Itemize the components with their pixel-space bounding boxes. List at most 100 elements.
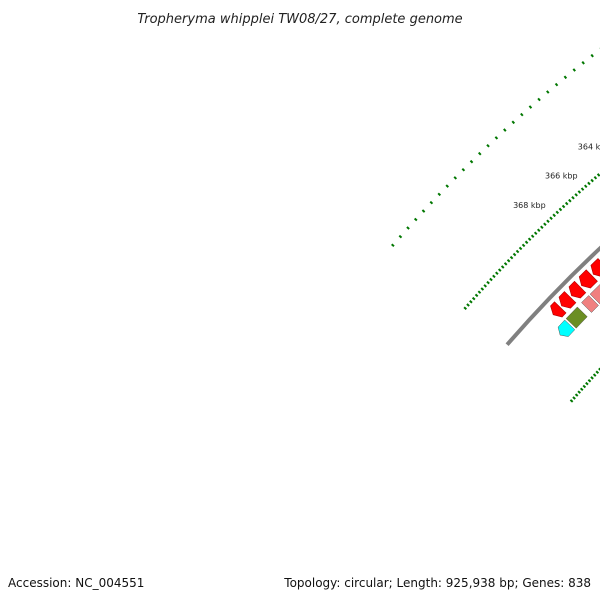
tick-mark — [500, 265, 505, 269]
tick-mark — [561, 204, 566, 209]
outer-tick-mark — [590, 53, 594, 58]
tick-mark — [555, 210, 560, 215]
forward-cds-arrow[interactable] — [558, 291, 577, 309]
outer-tick-mark — [469, 159, 474, 164]
tick-mark — [533, 231, 538, 236]
tick-mark — [540, 225, 544, 229]
tick-mark — [580, 187, 585, 191]
outer-tick-mark — [429, 200, 434, 205]
inner-tick-mark — [595, 370, 600, 374]
inner-tick-mark — [582, 384, 587, 389]
outer-tick-mark — [486, 143, 490, 148]
tick-mark — [471, 296, 476, 301]
tick-mark — [527, 237, 532, 242]
outer-tick-mark — [581, 61, 585, 65]
genome-summary-text: Topology: circular; Length: 925,938 bp; … — [283, 576, 591, 590]
tick-mark — [506, 258, 511, 263]
outer-tick-mark — [421, 209, 426, 213]
tick-mark — [530, 234, 535, 239]
tick-label: 366 kbp — [545, 171, 578, 180]
tick-mark — [489, 277, 493, 282]
tick-label: 368 kbp — [513, 201, 546, 210]
tick-mark — [587, 181, 591, 186]
map-title: Tropheryma whipplei TW08/27, complete ge… — [137, 12, 462, 27]
tick-mark — [583, 184, 588, 189]
extra-feature-bar[interactable] — [557, 319, 576, 337]
outer-tick-mark — [511, 120, 516, 125]
outer-tick-mark — [537, 97, 541, 102]
outer-tick-mark — [572, 68, 576, 72]
tick-mark — [524, 240, 529, 245]
tick-layer — [391, 47, 600, 403]
forward-cds-layer — [550, 258, 600, 318]
tick-mark — [512, 252, 517, 257]
tick-mark — [590, 178, 594, 183]
forward-cds-arrow[interactable] — [578, 269, 598, 289]
outer-tick-mark — [413, 217, 418, 222]
inner-tick-mark — [579, 387, 584, 392]
tick-mark — [480, 287, 485, 291]
outer-tick-mark — [528, 105, 533, 109]
inner-tick-mark — [585, 381, 589, 386]
outer-tick-mark — [461, 167, 466, 172]
outer-tick-mark — [554, 82, 559, 87]
outer-tick-mark — [477, 151, 482, 156]
outer-tick-mark — [520, 112, 524, 117]
inner-tick-mark — [569, 399, 574, 403]
tick-mark — [574, 193, 578, 197]
tick-mark — [546, 219, 550, 224]
gene-feature-bar[interactable] — [565, 306, 588, 329]
genome-backbone — [505, 245, 600, 347]
tick-mark — [564, 201, 569, 206]
tick-mark — [477, 290, 482, 294]
tick-mark — [552, 213, 556, 218]
tick-mark — [486, 280, 490, 285]
tick-mark — [463, 306, 468, 310]
outer-tick-mark — [563, 75, 568, 80]
tick-mark — [474, 293, 479, 298]
outer-tick-mark — [494, 136, 499, 140]
tick-mark — [577, 190, 582, 194]
tick-label: 364 kbp — [578, 143, 600, 152]
extra-feature-layer — [557, 319, 576, 337]
tick-mark — [593, 175, 598, 180]
forward-cds-arrow[interactable] — [568, 280, 587, 299]
tick-mark — [571, 195, 575, 200]
tick-mark — [568, 198, 572, 203]
tick-mark — [596, 173, 600, 177]
tick-mark — [509, 255, 514, 260]
inner-tick-mark — [592, 373, 597, 377]
inner-tick-mark — [590, 376, 594, 380]
gene-feature-bar[interactable] — [581, 295, 599, 313]
tick-mark — [536, 228, 541, 232]
outer-tick-mark — [546, 90, 550, 94]
tick-mark — [503, 262, 508, 266]
tick-mark — [483, 284, 487, 288]
inner-tick-mark — [574, 393, 579, 397]
tick-mark — [521, 243, 526, 248]
tick-mark — [543, 222, 547, 227]
outer-tick-mark — [503, 128, 507, 132]
tick-mark — [495, 271, 499, 275]
outer-tick-mark — [453, 176, 458, 180]
inner-tick-mark — [577, 390, 581, 394]
tick-mark — [558, 207, 563, 212]
tick-mark — [492, 274, 496, 279]
tick-mark — [518, 246, 523, 251]
tick-mark — [469, 300, 473, 304]
tick-mark — [466, 303, 470, 307]
forward-cds-arrow[interactable] — [550, 301, 567, 318]
tick-label-layer: 356 kbp358 kbp360 kbp362 kbp364 kbp366 k… — [513, 143, 600, 211]
outer-tick-mark — [437, 192, 442, 197]
tick-mark — [497, 268, 502, 272]
accession-text: Accession: NC_004551 — [8, 576, 144, 590]
gene-feature-layer: groELhomthrCthrBrhoprfATW334TW335 — [565, 276, 600, 329]
outer-tick-mark — [406, 226, 410, 230]
outer-tick-mark — [398, 234, 403, 239]
inner-tick-mark — [572, 396, 576, 400]
forward-cds-arrow[interactable] — [590, 258, 600, 277]
outer-tick-mark — [391, 243, 395, 247]
gene-feature-bar[interactable] — [589, 276, 600, 305]
